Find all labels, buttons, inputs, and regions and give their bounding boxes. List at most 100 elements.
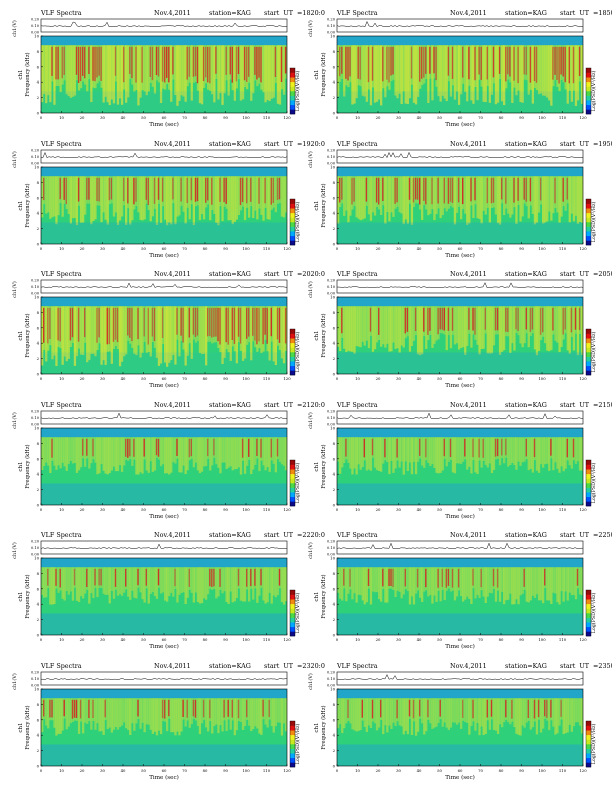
spectrogram-column	[560, 436, 563, 466]
spectrogram-column	[375, 306, 379, 343]
colorbar-segment	[290, 72, 295, 78]
spectrogram-column	[120, 175, 124, 216]
spectrogram-column	[227, 45, 230, 96]
spectrogram-burst	[231, 307, 233, 340]
panel-header-station: station=KAG	[505, 661, 547, 670]
spectrogram-column	[337, 697, 340, 728]
spectrogram-burst	[192, 307, 195, 335]
spectrogram-column	[241, 697, 245, 730]
x-tick-label: 70	[182, 376, 187, 381]
spectrogram-column	[184, 45, 187, 102]
x-tick-label: 40	[121, 637, 126, 642]
spectrogram-column	[433, 306, 436, 344]
spectrogram-burst	[82, 46, 84, 76]
spectrogram-burst	[77, 177, 80, 201]
spectrogram-burst	[392, 46, 394, 75]
spectrogram-column	[531, 45, 534, 104]
spectrogram-column	[470, 45, 473, 101]
spectrogram-column	[172, 697, 175, 732]
spectrogram-column	[207, 567, 210, 595]
spectrogram-column	[190, 306, 193, 359]
spectrogram-column	[515, 45, 518, 96]
spectrogram-burst	[256, 307, 258, 345]
colorbar-segment	[586, 329, 591, 334]
x-tick-label: 110	[263, 376, 271, 381]
colorbar-label: Log(PSD)(V²/Hz)	[294, 332, 300, 373]
spectrogram-column	[151, 697, 154, 734]
spectrogram-burst	[425, 438, 427, 457]
spectrogram-column	[578, 436, 582, 470]
spectrogram-column	[166, 436, 169, 473]
spectrogram-burst	[280, 46, 283, 82]
spectrogram-column	[435, 436, 438, 473]
x-tick-label: 70	[182, 115, 187, 120]
spectrogram-burst	[539, 177, 542, 200]
spectrogram-column	[558, 306, 561, 353]
spectrogram-column	[535, 697, 539, 734]
amplitude-tick-label: 0.00	[327, 31, 336, 35]
spectrogram-column	[472, 175, 475, 218]
x-tick-label: 0	[40, 115, 43, 120]
spectrogram-column	[574, 697, 578, 722]
spectrogram-column	[480, 175, 483, 223]
amplitude-tick-label: 0.20	[31, 670, 40, 674]
spectrogram-column	[270, 697, 273, 726]
x-tick-label: 80	[203, 115, 208, 120]
x-tick-label: 100	[538, 376, 546, 381]
spectrogram-column	[351, 306, 354, 352]
spectrogram-burst	[492, 46, 495, 78]
spectrogram-burst	[186, 699, 188, 718]
spectrogram-column	[443, 697, 446, 722]
spectrogram-column	[345, 567, 348, 602]
spectrogram-column	[73, 436, 77, 463]
time-axis-label: Time (sec)	[445, 513, 475, 520]
spectrogram-burst	[414, 307, 417, 331]
amplitude-tick-label: 0.00	[327, 683, 336, 687]
spectrogram-column	[466, 697, 469, 723]
panel-header-title: VLF Spectra	[337, 661, 378, 670]
amplitude-tick-label: 0.00	[31, 683, 40, 687]
spectrogram-column	[192, 436, 195, 467]
colorbar-segment	[586, 81, 591, 87]
spectrogram-column	[170, 567, 173, 593]
spectrogram-column	[260, 306, 263, 354]
x-tick-label: 100	[538, 246, 546, 251]
spectrogram-column	[529, 697, 532, 729]
spectrogram-burst	[421, 46, 423, 79]
colorbar-segment	[290, 207, 295, 213]
spectrogram-burst	[94, 46, 96, 82]
spectrogram-column	[570, 45, 573, 102]
colorbar-segment	[290, 77, 295, 83]
spectrogram-burst	[556, 46, 558, 81]
spectrogram-column	[254, 436, 257, 465]
spectrogram-column	[243, 175, 247, 220]
spectrogram-column	[45, 567, 48, 598]
colorbar-label: Log(PSD)(V²/Hz)	[294, 201, 300, 242]
spectrogram-column	[116, 697, 120, 730]
amplitude-tick-label: 0.10	[31, 155, 40, 159]
x-tick-label: 60	[458, 768, 463, 773]
y-tick-label: 4	[37, 341, 40, 346]
spectrogram-column	[164, 567, 167, 601]
spectrogram-burst	[406, 307, 409, 332]
spectrogram-column	[166, 306, 169, 367]
spectrogram-column	[112, 697, 116, 730]
spectrogram-column	[284, 697, 288, 731]
spectrogram-column	[131, 697, 134, 723]
spectrogram-column	[110, 567, 113, 591]
spectrogram-column	[484, 697, 487, 734]
colorbar-segment	[290, 370, 295, 376]
spectrogram-column	[43, 436, 46, 466]
spectrogram-column	[233, 175, 236, 222]
spectrogram-burst	[408, 177, 411, 200]
spectrogram-panel: VLF Spectra Nov.4,2011 station=KAG start UT…	[306, 8, 612, 132]
spectrogram-column	[168, 436, 171, 474]
spectrogram-column	[580, 567, 584, 596]
colorbar-frame	[289, 720, 296, 767]
spectrogram-column	[266, 436, 269, 467]
colorbar-segment	[290, 496, 295, 502]
spectrogram-column	[433, 567, 436, 596]
spectrogram-column	[49, 436, 52, 473]
spectrogram-column	[215, 436, 218, 464]
